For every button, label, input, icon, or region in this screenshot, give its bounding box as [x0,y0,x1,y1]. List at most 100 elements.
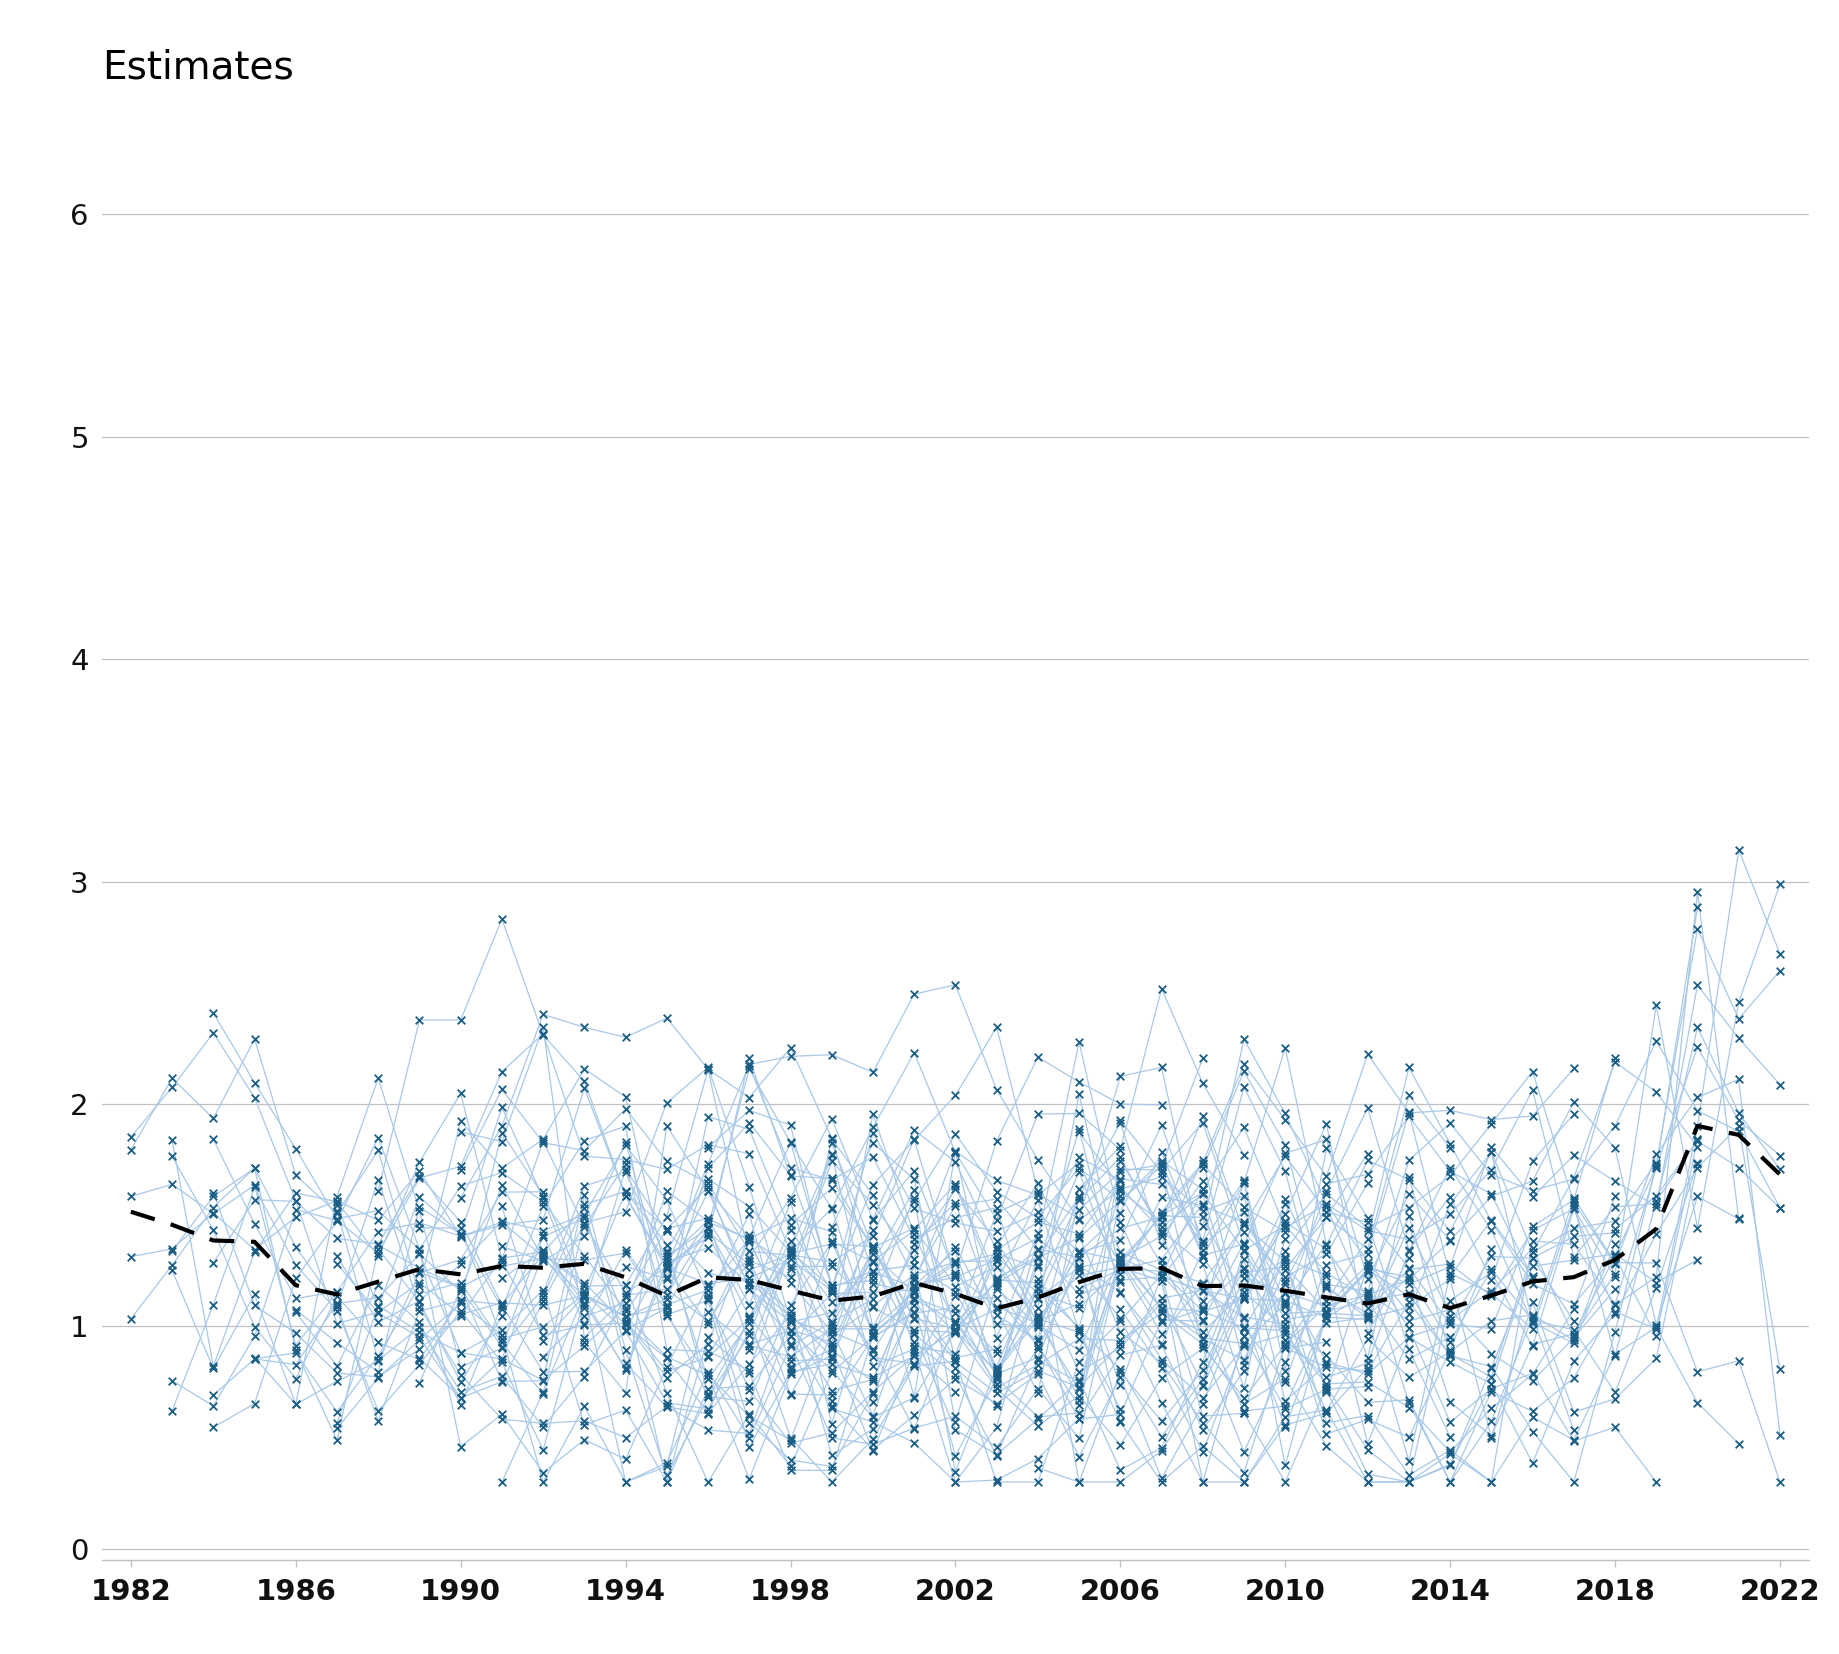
Point [857,1403,886,1429]
Point [445,1302,474,1328]
Point [199,1353,228,1379]
Point [1352,1226,1381,1252]
Point [570,1211,600,1237]
Point [158,1073,188,1100]
Point [734,1226,763,1252]
Point [322,1293,351,1320]
Point [651,1469,680,1495]
Point [1683,895,1712,921]
Point [364,1219,394,1245]
Point [1022,1285,1052,1312]
Point [1352,1288,1381,1315]
Point [116,1183,145,1209]
Point [528,1313,557,1340]
Point [734,1275,763,1302]
Point [857,1206,886,1232]
Point [1146,1465,1175,1492]
Point [1022,1308,1052,1335]
Point [899,1403,929,1429]
Point [1764,958,1793,984]
Point [1517,1270,1547,1297]
Point [1228,1231,1258,1257]
Point [651,1113,680,1140]
Point [817,1042,846,1068]
Point [611,1199,640,1226]
Point [1517,1404,1547,1431]
Point [1105,1267,1135,1293]
Point [1394,1469,1423,1495]
Point [445,1108,474,1135]
Point [611,1356,640,1383]
Point [1311,1199,1341,1226]
Point [1600,1244,1629,1270]
Point [1022,1181,1052,1207]
Point [1022,1275,1052,1302]
Point [1063,1252,1092,1279]
Point [1105,1174,1135,1201]
Point [857,1059,886,1085]
Point [1063,1317,1092,1343]
Point [1146,1264,1175,1290]
Point [776,1242,805,1269]
Point [1105,1188,1135,1214]
Point [734,1336,763,1363]
Point [899,1298,929,1325]
Point [239,1323,268,1350]
Point [445,1247,474,1274]
Point [1269,1287,1298,1313]
Point [528,1206,557,1232]
Point [734,1272,763,1298]
Point [1228,1399,1258,1426]
Point [364,1232,394,1259]
Point [199,1393,228,1419]
Point [281,1340,311,1366]
Point [1228,1313,1258,1340]
Point [611,1282,640,1308]
Point [570,1247,600,1274]
Point [982,1285,1011,1312]
Point [1434,1287,1464,1313]
Point [899,1287,929,1313]
Point [281,1297,311,1323]
Point [364,1166,394,1193]
Point [199,1179,228,1206]
Point [899,1351,929,1378]
Point [1063,1469,1092,1495]
Point [693,1174,723,1201]
Point [857,1293,886,1320]
Point [651,1469,680,1495]
Point [1228,1459,1258,1485]
Point [364,1348,394,1374]
Point [1311,1371,1341,1398]
Point [528,1437,557,1464]
Point [1517,1368,1547,1394]
Point [1477,1255,1506,1282]
Point [1146,1264,1175,1290]
Point [611,1179,640,1206]
Point [1228,1237,1258,1264]
Point [570,1333,600,1360]
Point [1269,1335,1298,1361]
Point [817,1126,846,1153]
Point [940,1237,969,1264]
Point [1063,1221,1092,1247]
Point [158,1065,188,1092]
Point [1394,1103,1423,1130]
Point [1188,1103,1217,1130]
Point [487,1346,517,1373]
Point [1188,1168,1217,1194]
Point [1022,1237,1052,1264]
Point [1188,1373,1217,1399]
Point [1188,1193,1217,1219]
Point [239,1070,268,1097]
Point [570,1191,600,1217]
Point [1394,1447,1423,1474]
Point [1228,1323,1258,1350]
Point [1269,1331,1298,1358]
Point [734,1247,763,1274]
Point [1063,1275,1092,1302]
Point [1352,1373,1381,1399]
Point [158,1126,188,1153]
Point [1311,1191,1341,1217]
Point [445,1216,474,1242]
